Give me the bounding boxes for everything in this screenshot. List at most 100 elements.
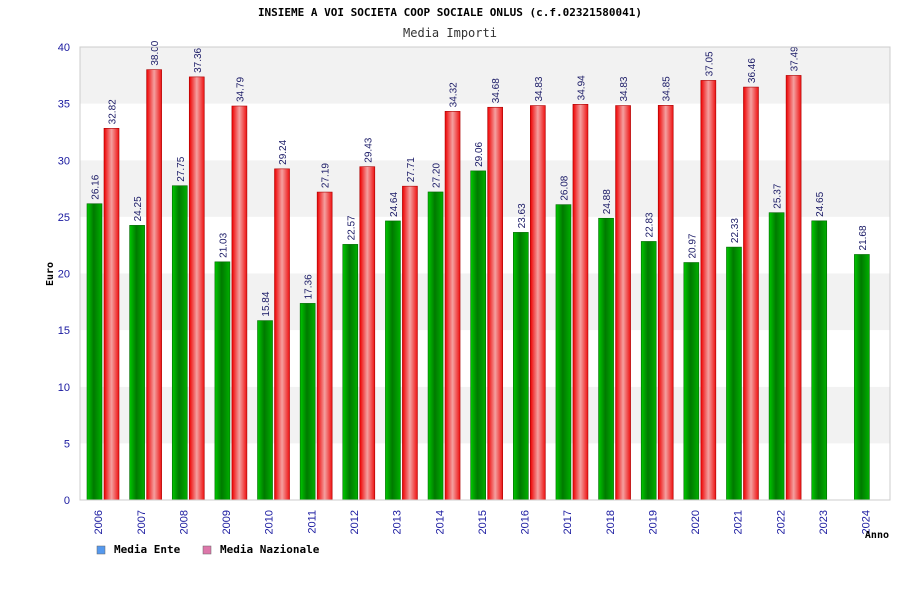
data-label-media-ente: 26.08 [559, 175, 570, 200]
y-tick-label: 0 [64, 495, 70, 507]
bar-media-nazionale-2021 [743, 86, 759, 501]
y-tick-label: 15 [58, 325, 70, 337]
bar-media-nazionale-2012 [359, 166, 376, 501]
data-label-media-ente: 29.06 [474, 141, 485, 166]
bar-media-nazionale-2008 [188, 76, 205, 501]
bar-media-nazionale-2020 [700, 80, 717, 501]
bar-media-nazionale-2016 [530, 105, 546, 501]
bar-media-ente-2007 [129, 225, 145, 501]
chart-subtitle: Media Importi [403, 26, 497, 40]
bar-media-ente-2021 [726, 246, 742, 501]
bar-media-ente-2006 [86, 203, 103, 501]
bar-media-ente-2014 [427, 191, 444, 501]
bar-media-ente-2013 [385, 220, 401, 501]
bar-media-nazionale-2015 [487, 106, 503, 501]
legend-label-media-nazionale: Media Nazionale [220, 543, 320, 556]
bar-media-ente-2024 [854, 254, 870, 501]
bar-media-ente-2009 [214, 261, 231, 501]
data-label-media-ente: 27.20 [432, 162, 443, 187]
data-label-media-nazionale: 27.71 [406, 157, 417, 182]
bar-media-nazionale-2017 [572, 104, 589, 501]
data-label-media-nazionale: 34.79 [235, 77, 246, 102]
x-axis-ticks: 2006 2007 2008 2009 2010 2011 2012 2013 2014 2015… [93, 510, 872, 534]
data-label-media-ente: 27.75 [176, 156, 187, 181]
bar-media-ente-2020 [683, 262, 700, 501]
x-tick-label: 2021 [733, 510, 745, 534]
y-tick-label: 25 [58, 212, 70, 224]
bar-series [86, 69, 870, 501]
y-tick-label: 5 [64, 438, 70, 450]
bar-media-ente-2012 [342, 244, 359, 501]
bar-media-nazionale-2009 [231, 105, 248, 501]
x-tick-label: 2012 [349, 510, 361, 534]
x-tick-label: 2024 [861, 510, 873, 534]
bar-media-ente-2008 [171, 185, 188, 501]
data-label-media-nazionale: 34.32 [449, 82, 460, 107]
data-label-media-ente: 22.33 [730, 218, 741, 243]
legend-label-media-ente: Media Ente [114, 543, 181, 556]
x-tick-label: 2006 [93, 510, 105, 534]
x-tick-label: 2023 [818, 510, 830, 534]
data-label-media-nazionale: 36.46 [747, 58, 758, 83]
data-label-media-ente: 25.37 [773, 183, 784, 208]
x-tick-label: 2022 [775, 510, 787, 534]
data-label-media-ente: 15.84 [261, 291, 272, 316]
y-tick-label: 35 [58, 99, 70, 111]
data-label-media-ente: 26.16 [91, 174, 102, 199]
x-tick-label: 2007 [136, 510, 148, 534]
x-tick-label: 2013 [392, 510, 404, 534]
bar-media-nazionale-2019 [657, 105, 674, 501]
y-tick-label: 20 [58, 269, 70, 281]
bar-media-nazionale-2007 [146, 69, 162, 501]
y-tick-label: 30 [58, 155, 70, 167]
x-tick-label: 2019 [647, 510, 659, 534]
x-tick-label: 2016 [520, 510, 532, 534]
x-tick-label: 2010 [264, 510, 276, 534]
data-label-media-nazionale: 38.00 [150, 40, 161, 65]
chart-title: INSIEME A VOI SOCIETA COOP SOCIALE ONLUS… [258, 6, 642, 19]
data-label-media-ente: 17.36 [304, 274, 315, 299]
data-label-media-nazionale: 29.43 [363, 137, 374, 162]
bar-media-nazionale-2010 [274, 168, 290, 501]
bar-media-nazionale-2011 [316, 191, 333, 501]
x-tick-label: 2017 [562, 510, 574, 534]
data-label-media-nazionale: 37.36 [193, 47, 204, 72]
data-label-media-nazionale: 37.05 [704, 51, 715, 76]
data-label-media-nazionale: 27.19 [321, 163, 332, 188]
y-tick-label: 10 [58, 382, 70, 394]
bar-media-nazionale-2022 [785, 75, 802, 501]
data-label-media-nazionale: 34.83 [534, 76, 545, 101]
y-axis-ticks: 0 5 10 15 20 25 30 35 40 [58, 42, 70, 507]
x-tick-label: 2015 [477, 510, 489, 534]
data-label-media-ente: 21.68 [858, 225, 869, 250]
bar-media-ente-2015 [470, 170, 486, 501]
y-axis-label: Euro [45, 262, 56, 286]
legend-swatch-media-ente [96, 545, 106, 555]
data-label-media-nazionale: 34.85 [662, 76, 673, 101]
data-label-media-nazionale: 34.83 [619, 76, 630, 101]
data-label-media-nazionale: 34.94 [576, 75, 587, 100]
data-label-media-nazionale: 37.49 [790, 46, 801, 71]
bar-media-nazionale-2013 [402, 185, 418, 501]
legend: Media Ente Media Nazionale [96, 543, 320, 556]
bar-media-ente-2016 [513, 232, 529, 501]
x-tick-label: 2009 [221, 510, 233, 534]
x-tick-label: 2020 [690, 510, 702, 534]
x-tick-label: 2008 [178, 510, 190, 534]
data-label-media-ente: 20.97 [687, 233, 698, 258]
data-label-media-ente: 23.63 [517, 203, 528, 228]
legend-swatch-media-nazionale [202, 545, 212, 555]
data-label-media-ente: 21.03 [218, 232, 229, 257]
bar-media-ente-2019 [640, 241, 657, 501]
data-label-media-ente: 24.65 [815, 191, 826, 216]
x-axis-label: Anno [865, 530, 889, 541]
bar-media-ente-2011 [299, 303, 316, 501]
data-label-media-nazionale: 32.82 [108, 99, 119, 124]
data-label-media-ente: 24.25 [133, 196, 144, 221]
bar-media-ente-2017 [555, 204, 572, 501]
bar-media-ente-2022 [768, 212, 785, 501]
data-label-media-nazionale: 34.68 [491, 78, 502, 103]
y-tick-label: 40 [58, 42, 70, 54]
data-label-media-ente: 24.88 [602, 189, 613, 214]
